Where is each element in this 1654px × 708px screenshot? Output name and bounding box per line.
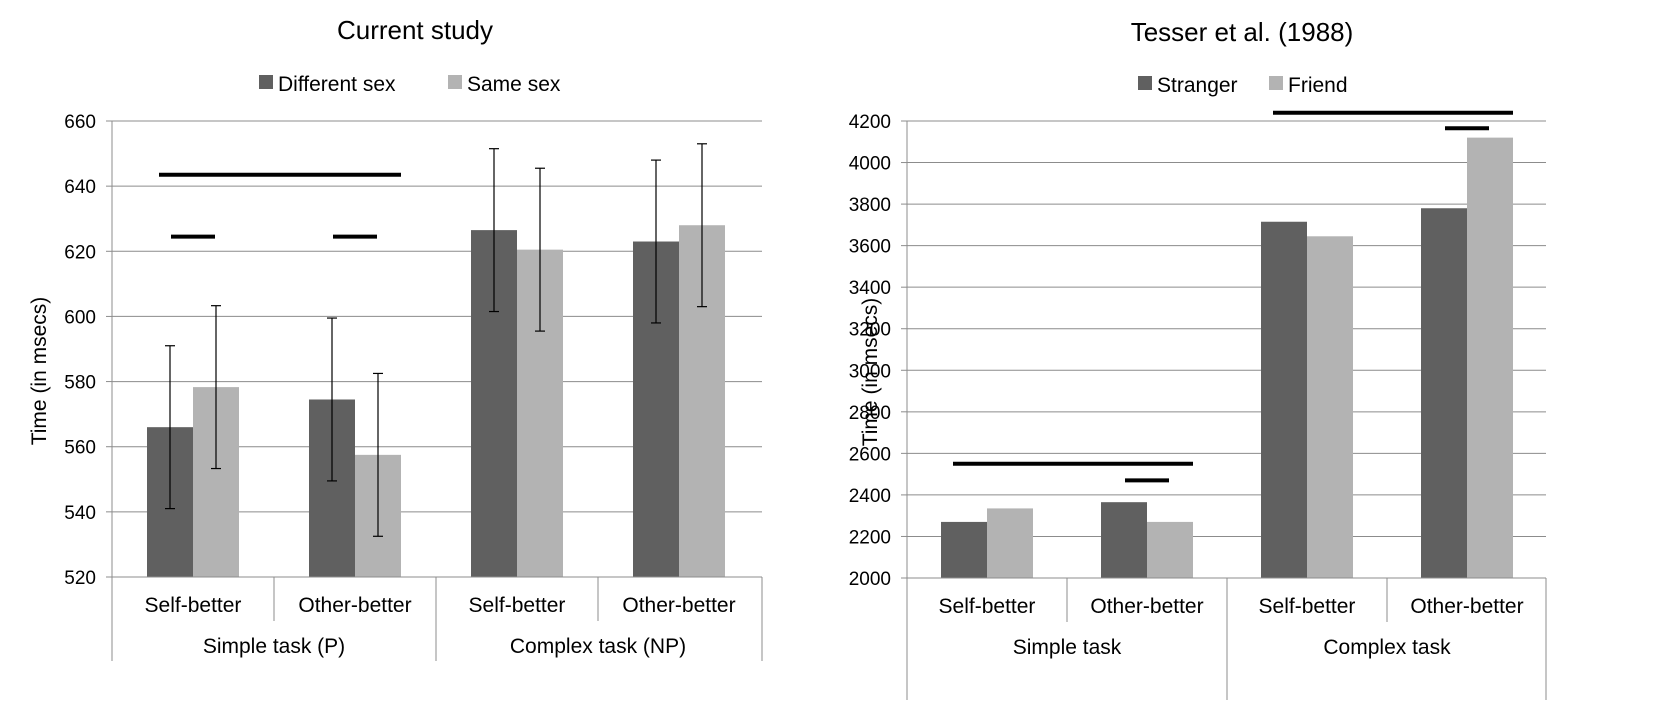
x-category-label: Other-better xyxy=(1090,595,1203,618)
y-tick-label: 3000 xyxy=(849,361,891,382)
axes xyxy=(106,120,763,661)
x-group-label: Complex task (NP) xyxy=(510,635,686,658)
error-bars xyxy=(165,143,707,537)
bar-stranger xyxy=(1421,208,1467,578)
legend-swatch-different-sex xyxy=(259,75,273,89)
x-category-label: Self-better xyxy=(939,595,1036,618)
y-tick-label: 3200 xyxy=(849,320,891,341)
x-group-labels: Simple task Complex task xyxy=(1013,636,1451,659)
y-tick-label: 2200 xyxy=(849,527,891,548)
y-tick-label: 540 xyxy=(64,503,96,524)
y-tick-labels: 520 540 560 580 600 620 640 660 xyxy=(64,112,96,589)
legend-label: Friend xyxy=(1288,74,1348,97)
y-tick-label: 3800 xyxy=(849,195,891,216)
x-category-label: Other-better xyxy=(622,594,735,617)
legend: Stranger Friend xyxy=(1138,74,1348,97)
y-axis-label: Time (in msecs) xyxy=(859,298,882,447)
chart-tesser-1988: Tesser et al. (1988) Stranger Friend Tim… xyxy=(849,17,1547,700)
x-group-label: Simple task (P) xyxy=(203,635,345,658)
y-tick-label: 560 xyxy=(64,438,96,459)
y-tick-labels: 2000 2200 2400 2600 2800 3000 3200 3400 3600 3800… xyxy=(849,112,891,590)
legend-label: Stranger xyxy=(1157,74,1238,97)
x-group-label: Complex task xyxy=(1323,636,1451,659)
chart-current-study: Current study Different sex Same sex Tim… xyxy=(28,15,763,661)
bar-stranger xyxy=(1261,221,1307,578)
x-group-label: Simple task xyxy=(1013,636,1122,659)
y-tick-label: 4000 xyxy=(849,154,891,175)
x-category-label: Self-better xyxy=(145,594,242,617)
legend-swatch-same-sex xyxy=(448,75,462,89)
y-axis-label: Time (in msecs) xyxy=(28,297,51,446)
y-tick-label: 520 xyxy=(64,568,96,589)
x-category-label: Self-better xyxy=(1259,595,1356,618)
y-tick-label: 4200 xyxy=(849,112,891,133)
chart-title: Tesser et al. (1988) xyxy=(1131,17,1354,47)
legend-swatch-stranger xyxy=(1138,76,1152,90)
x-category-label: Other-better xyxy=(1410,595,1523,618)
x-category-labels: Self-better Other-better Self-better Other-… xyxy=(939,595,1524,618)
chart-title: Current study xyxy=(337,15,493,45)
bar-stranger xyxy=(941,521,987,578)
bar-friend xyxy=(1147,521,1193,578)
y-tick-label: 2600 xyxy=(849,444,891,465)
y-tick-label: 3400 xyxy=(849,278,891,299)
y-tick-label: 620 xyxy=(64,242,96,263)
x-category-label: Self-better xyxy=(469,594,566,617)
y-tick-label: 2000 xyxy=(849,569,891,590)
bar-stranger xyxy=(1101,502,1147,578)
y-tick-label: 580 xyxy=(64,373,96,394)
y-tick-label: 660 xyxy=(64,112,96,133)
y-tick-label: 600 xyxy=(64,307,96,328)
x-category-labels: Self-better Other-better Self-better Other-… xyxy=(145,594,736,617)
legend-swatch-friend xyxy=(1269,76,1283,90)
x-group-labels: Simple task (P) Complex task (NP) xyxy=(203,635,686,658)
y-tick-label: 3600 xyxy=(849,237,891,258)
bar-friend xyxy=(1467,137,1513,579)
significance-lines xyxy=(159,172,401,239)
axes xyxy=(901,120,1547,700)
bar-friend xyxy=(987,508,1033,578)
legend-label: Same sex xyxy=(467,73,561,96)
legend: Different sex Same sex xyxy=(259,73,561,96)
bars xyxy=(147,225,725,577)
bar-friend xyxy=(1307,236,1353,578)
significance-lines xyxy=(953,110,1513,483)
bars xyxy=(941,137,1513,579)
y-tick-label: 640 xyxy=(64,177,96,198)
y-tick-label: 2800 xyxy=(849,403,891,424)
y-tick-label: 2400 xyxy=(849,486,891,507)
x-category-label: Other-better xyxy=(298,594,411,617)
legend-label: Different sex xyxy=(278,73,396,96)
